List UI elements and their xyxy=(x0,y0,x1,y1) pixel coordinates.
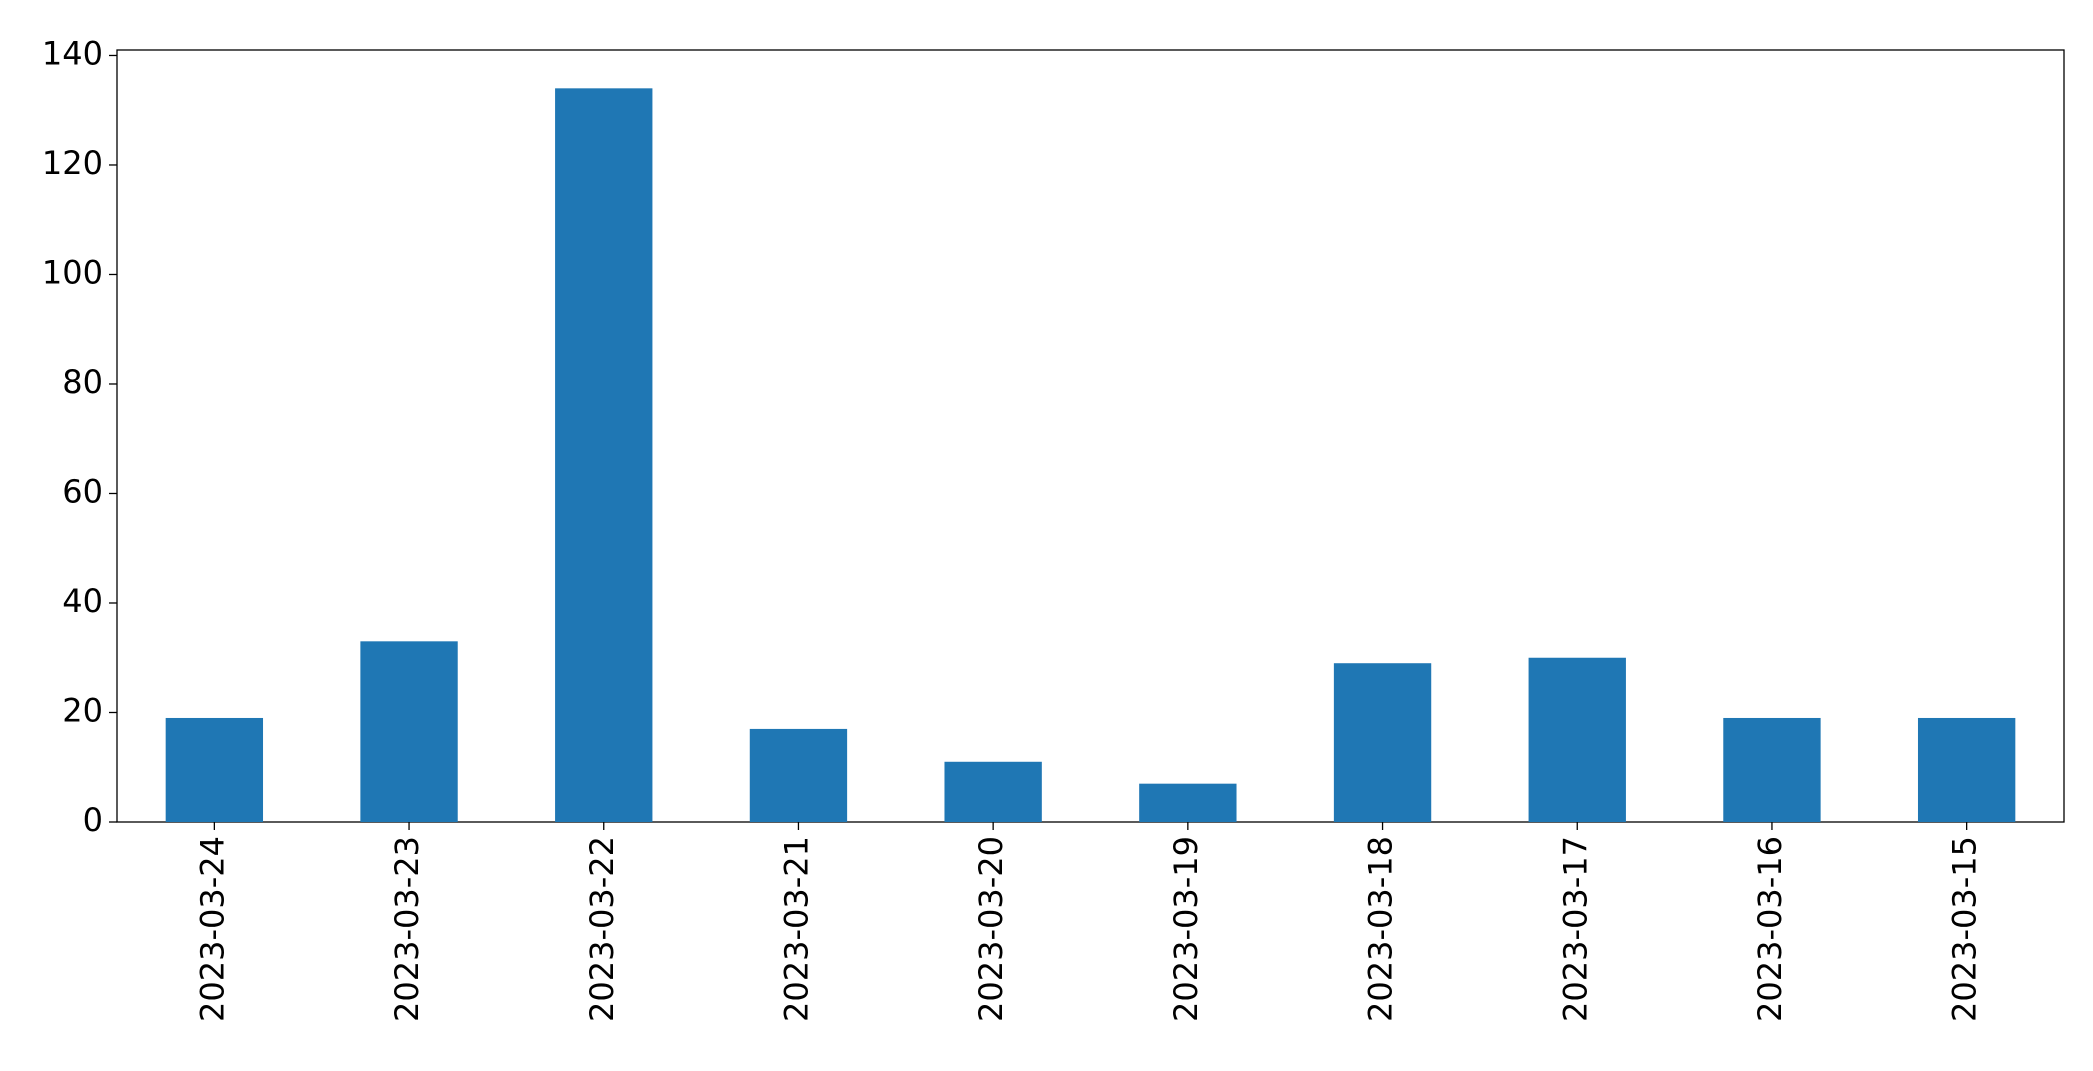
y-tick-label: 60 xyxy=(62,472,103,510)
bar xyxy=(749,728,848,822)
bar xyxy=(165,717,264,822)
bar xyxy=(1139,783,1237,822)
x-tick-label: 2023-03-24 xyxy=(193,836,231,1022)
bar xyxy=(1917,717,2016,822)
bar xyxy=(944,761,1042,822)
bar xyxy=(1333,663,1432,822)
plot-frame xyxy=(116,49,2065,823)
y-tick-label: 100 xyxy=(42,253,103,291)
y-tick-label: 120 xyxy=(42,144,103,182)
x-tick-label: 2023-03-18 xyxy=(1362,836,1400,1022)
x-tick-label: 2023-03-19 xyxy=(1167,836,1205,1022)
x-tick-label: 2023-03-17 xyxy=(1556,836,1594,1022)
y-tick-label: 40 xyxy=(62,582,103,620)
bar xyxy=(1723,717,1821,822)
bar xyxy=(360,641,458,822)
x-tick-label: 2023-03-23 xyxy=(388,836,426,1022)
y-tick-label: 20 xyxy=(62,691,103,729)
x-tick-label: 2023-03-15 xyxy=(1946,836,1984,1022)
y-tick-label: 80 xyxy=(62,363,103,401)
y-tick-label: 0 xyxy=(83,801,103,839)
bar xyxy=(1528,657,1626,822)
x-tick-label: 2023-03-16 xyxy=(1751,836,1789,1022)
bar xyxy=(555,88,653,823)
x-tick-label: 2023-03-20 xyxy=(972,836,1010,1022)
x-tick-label: 2023-03-22 xyxy=(583,836,621,1022)
y-tick-label: 140 xyxy=(42,34,103,72)
x-tick-label: 2023-03-21 xyxy=(777,836,815,1022)
